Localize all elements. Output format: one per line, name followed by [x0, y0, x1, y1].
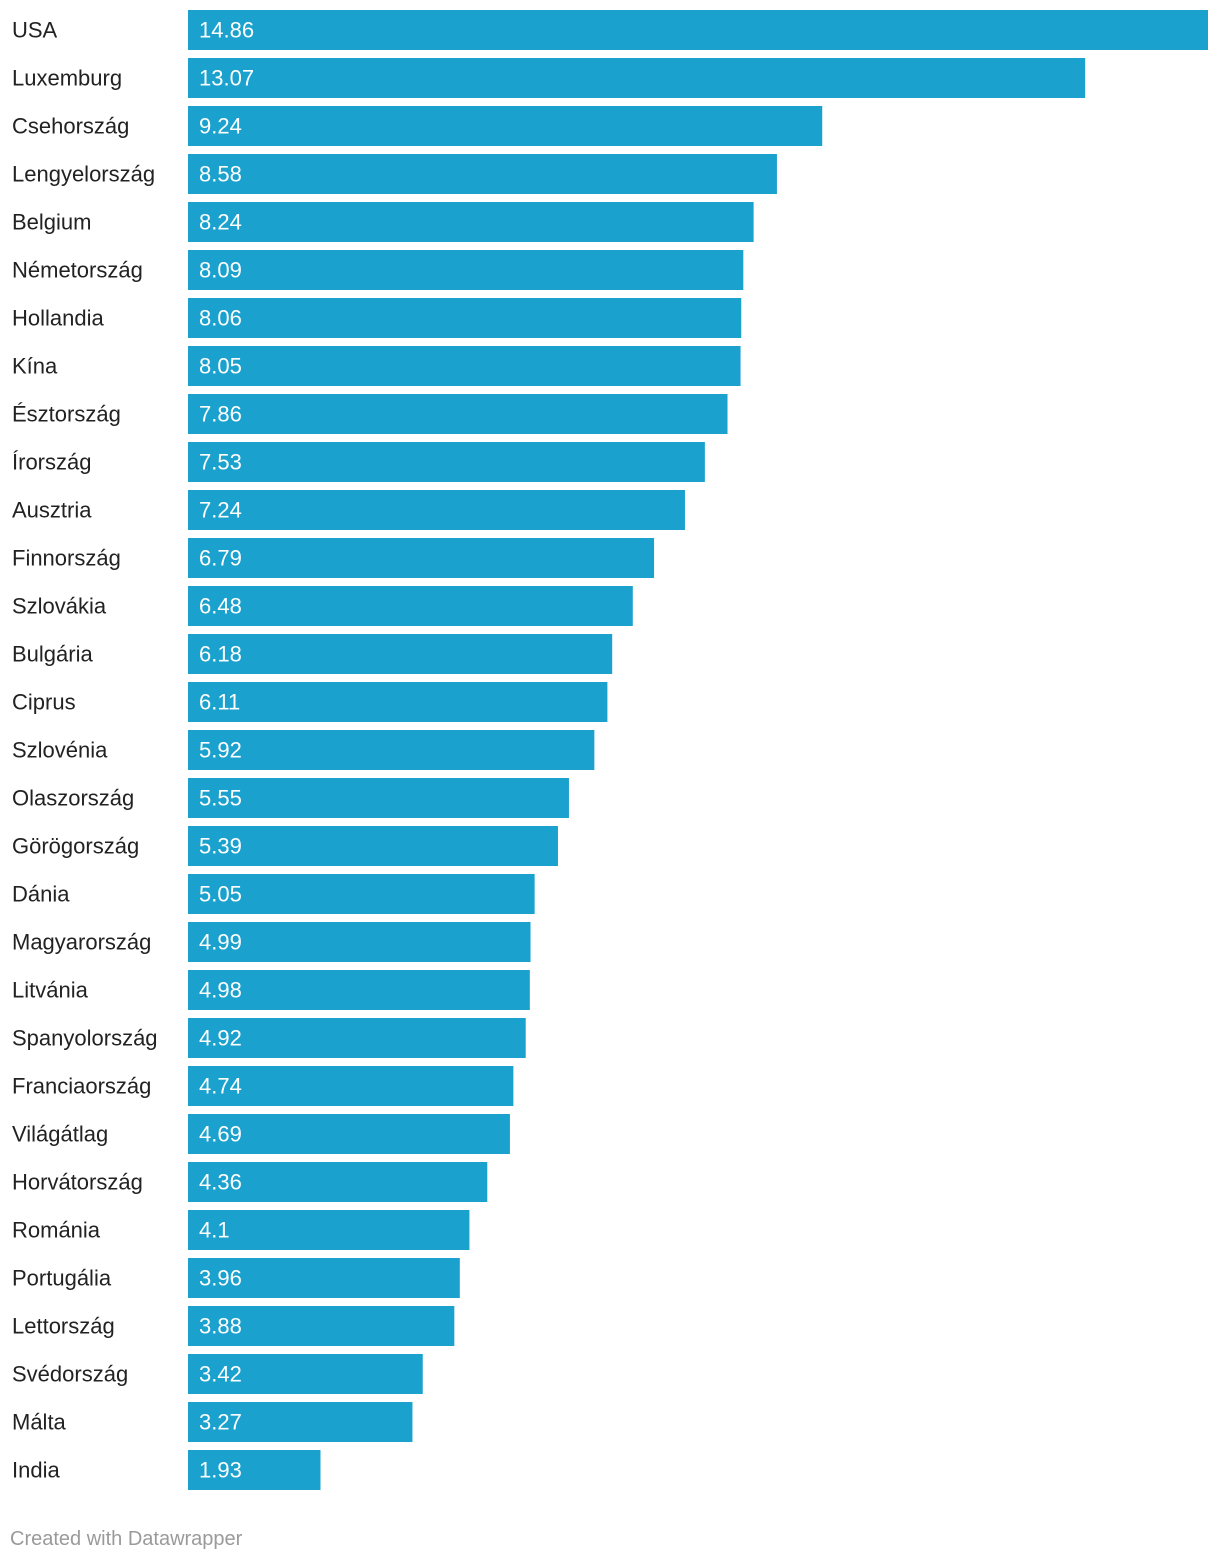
bar-value-label: 8.24 — [199, 210, 242, 235]
bar-value-label: 6.48 — [199, 594, 242, 619]
bar-value-label: 8.05 — [199, 354, 242, 379]
category-label: Magyarország — [12, 930, 151, 955]
category-label: Luxemburg — [12, 66, 122, 91]
bar — [188, 586, 633, 626]
bar — [188, 10, 1208, 50]
category-label: Németország — [12, 258, 143, 283]
bar-value-label: 8.58 — [199, 162, 242, 187]
category-label: Románia — [12, 1218, 101, 1243]
bar-value-label: 7.86 — [199, 402, 242, 427]
bar-value-label: 6.18 — [199, 642, 242, 667]
bar-value-label: 5.55 — [199, 786, 242, 811]
bar-value-label: 4.92 — [199, 1026, 242, 1051]
bar-value-label: 8.06 — [199, 306, 242, 331]
category-label: Bulgária — [12, 642, 93, 667]
category-label: Lengyelország — [12, 162, 155, 187]
bar-value-label: 4.1 — [199, 1218, 230, 1243]
bar-value-label: 4.98 — [199, 978, 242, 1003]
bar — [188, 1402, 413, 1442]
category-label: Világátlag — [12, 1122, 108, 1147]
bar — [188, 250, 744, 290]
category-label: Csehország — [12, 114, 129, 139]
category-label: Málta — [12, 1410, 67, 1435]
bar — [188, 1450, 321, 1490]
bar — [188, 538, 655, 578]
category-label: India — [12, 1458, 60, 1483]
bar — [188, 730, 595, 770]
bar — [188, 58, 1086, 98]
category-label: Horvátország — [12, 1170, 143, 1195]
bar-value-label: 4.99 — [199, 930, 242, 955]
bar-value-label: 14.86 — [199, 18, 254, 43]
bar — [188, 922, 531, 962]
category-label: Görögország — [12, 834, 139, 859]
category-label: Hollandia — [12, 306, 104, 331]
bar-value-label: 1.93 — [199, 1458, 242, 1483]
category-label: Franciaország — [12, 1074, 151, 1099]
bar-value-label: 6.11 — [199, 690, 240, 715]
bar — [188, 1066, 514, 1106]
bar-value-label: 7.53 — [199, 450, 242, 475]
bar-value-label: 4.36 — [199, 1170, 242, 1195]
bar-value-label: 3.96 — [199, 1266, 242, 1291]
bar — [188, 1018, 526, 1058]
bar — [188, 826, 558, 866]
bar-chart: USA 14.86 Luxemburg 13.07 Csehország 9.24 Leng… — [12, 10, 1208, 1490]
bar-value-label: 7.24 — [199, 498, 242, 523]
bar — [188, 634, 613, 674]
bar-value-label: 4.74 — [199, 1074, 242, 1099]
bar — [188, 202, 754, 242]
category-label: Svédország — [12, 1362, 128, 1387]
category-label: Belgium — [12, 210, 91, 235]
category-label: Dánia — [12, 882, 70, 907]
category-label: Írország — [12, 450, 91, 475]
bar — [188, 1210, 470, 1250]
bar-value-label: 9.24 — [199, 114, 242, 139]
category-label: Finnország — [12, 546, 121, 571]
bar — [188, 1162, 488, 1202]
category-label: Ciprus — [12, 690, 76, 715]
bar-value-label: 5.39 — [199, 834, 242, 859]
category-label: Litvánia — [12, 978, 89, 1003]
bar — [188, 346, 741, 386]
category-label: Lettország — [12, 1314, 115, 1339]
bar-value-label: 3.88 — [199, 1314, 242, 1339]
datawrapper-credit: Created with Datawrapper — [10, 1528, 243, 1550]
category-label: Észtország — [12, 402, 121, 427]
category-label: Olaszország — [12, 786, 134, 811]
bar — [188, 298, 742, 338]
bar-value-label: 5.05 — [199, 882, 242, 907]
bar — [188, 106, 823, 146]
category-label: Kína — [12, 354, 58, 379]
bar-value-label: 4.69 — [199, 1122, 242, 1147]
bar — [188, 1258, 460, 1298]
bar-value-label: 3.27 — [199, 1410, 242, 1435]
bar — [188, 1354, 423, 1394]
bar — [188, 154, 777, 194]
bar — [188, 970, 530, 1010]
category-label: Portugália — [12, 1266, 112, 1291]
bar — [188, 682, 608, 722]
bar-value-label: 13.07 — [199, 66, 254, 91]
bar-value-label: 8.09 — [199, 258, 242, 283]
bar — [188, 490, 685, 530]
bar-value-label: 3.42 — [199, 1362, 242, 1387]
category-label: Spanyolország — [12, 1026, 158, 1051]
bar — [188, 778, 569, 818]
bar — [188, 442, 705, 482]
bar-value-label: 6.79 — [199, 546, 242, 571]
category-label: Szlovákia — [12, 594, 107, 619]
bar — [188, 1114, 510, 1154]
category-label: Szlovénia — [12, 738, 108, 763]
category-label: USA — [12, 18, 58, 43]
bar — [188, 1306, 455, 1346]
bar — [188, 394, 728, 434]
bar-value-label: 5.92 — [199, 738, 242, 763]
bar — [188, 874, 535, 914]
category-label: Ausztria — [12, 498, 92, 523]
